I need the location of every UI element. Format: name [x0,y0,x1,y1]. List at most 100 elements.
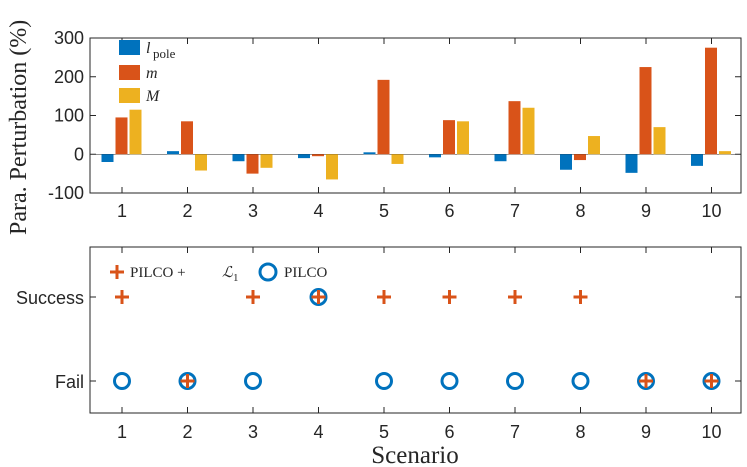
marker-pilco-scenario-9 [637,372,655,390]
bar-l-pole-scenario-7 [494,154,507,162]
marker-pilco-scenario-8 [571,372,590,390]
bottom-y-tick-label-fail: Fail [55,372,84,392]
bar-l-pole-scenario-9 [625,154,638,173]
bar-m-scenario-1 [115,117,128,155]
bar-m-scenario-6 [457,121,469,155]
marker-pilco-scenario-7 [506,372,524,390]
bottom-x-tick-label: 8 [575,422,585,442]
top-x-tick-label: 1 [117,201,127,221]
legend-swatch-l-pole [119,40,140,55]
marker-pilco-l1-scenario-5 [377,290,391,304]
legend-label-subscript: pole [153,46,176,61]
bar-l-pole-scenario-8 [560,154,572,170]
bar-m-scenario-9 [653,127,666,155]
bar-m-scenario-3 [246,154,259,174]
bar-m-scenario-9 [639,67,652,155]
bottom-x-ticks: 1 2 3 4 5 6 7 8 9 10 [117,247,722,442]
bottom-x-tick-label: 9 [641,422,651,442]
top-y-tick-label: 100 [54,106,84,126]
marker-pilco-scenario-5 [375,372,393,390]
top-y-tick-label: 200 [54,67,84,87]
bar-l-pole-scenario-5 [363,152,376,155]
bar-m-scenario-7 [522,107,535,155]
top-x-tick-label: 8 [575,201,585,221]
bottom-x-tick-label: 7 [510,422,520,442]
bottom-axes-frame [89,246,742,414]
top-y-ticks: -100 0 100 200 300 [48,28,741,203]
marker-pilco-scenario-1 [113,372,131,390]
legend-marker-pilco-l1 [110,265,124,279]
marker-pilco-scenario-2 [178,372,197,390]
bar-l-pole-scenario-6 [429,154,441,158]
bar-m-scenario-4 [326,154,338,180]
bar-m-scenario-5 [377,79,390,155]
marker-pilco-l1-scenario-9 [639,374,653,388]
marker-series-group [113,288,721,390]
bottom-x-axis-label: Scenario [371,442,458,467]
marker-pilco-l1-scenario-1 [115,290,129,304]
bottom-x-tick-label: 3 [248,422,258,442]
marker-pilco-scenario-10 [702,372,721,390]
bar-m-scenario-8 [574,154,586,161]
bar-m-scenario-2 [181,121,193,155]
bar-m-scenario-2 [195,154,207,171]
bar-m-scenario-4 [312,154,324,157]
marker-pilco-scenario-6 [440,372,459,390]
bar-m-scenario-3 [260,154,273,168]
marker-pilco-l1-scenario-7 [508,290,522,304]
top-x-tick-label: 3 [248,201,258,221]
top-y-tick-label: 300 [54,28,84,48]
marker-pilco-l1-scenario-4 [311,290,326,304]
bar-m-scenario-1 [129,109,142,155]
legend-label-subscript: 1 [233,272,239,284]
marker-pilco-scenario-4 [309,288,328,306]
bottom-x-tick-label: 4 [313,422,323,442]
top-x-tick-label: 4 [313,201,323,221]
bar-l-pole-scenario-1 [101,154,114,162]
bottom-x-tick-label: 2 [182,422,192,442]
legend-label-math-l: ℒ [222,265,234,281]
bar-m-scenario-6 [443,120,455,155]
top-x-tick-label: 2 [182,201,192,221]
bottom-y-ticks: Success Fail [16,288,741,392]
marker-pilco-l1-scenario-6 [442,290,457,304]
bar-m-scenario-10 [719,151,731,155]
bar-m-scenario-7 [508,101,521,155]
bottom-x-tick-label: 1 [117,422,127,442]
bottom-x-tick-label: 10 [701,422,721,442]
legend-label-m: m [146,65,158,82]
marker-pilco-l1-scenario-3 [246,290,260,304]
bottom-x-tick-label: 5 [379,422,389,442]
legend-marker-pilco [258,262,278,282]
legend-label-m: M [145,88,161,105]
bar-l-pole-scenario-2 [167,151,179,155]
marker-pilco-scenario-3 [244,372,262,390]
top-y-tick-label: -100 [48,183,84,203]
bottom-legend: PILCO + ℒ 1 PILCO [110,262,328,284]
marker-pilco-l1-scenario-2 [180,374,195,388]
bottom-y-tick-label-success: Success [16,288,84,308]
top-x-tick-label: 9 [641,201,651,221]
marker-pilco-l1-scenario-10 [704,374,719,388]
bar-l-pole-scenario-4 [298,154,310,159]
top-x-tick-label: 10 [701,201,721,221]
bottom-x-tick-label: 6 [444,422,454,442]
perturbation-bar-chart: Para. Perturbation (%) -100 0 100 200 300 1 2… [6,20,742,235]
bar-l-pole-scenario-3 [232,154,245,162]
top-x-tick-label: 5 [379,201,389,221]
legend-swatch-m [119,65,140,80]
top-legend: l pole mM [119,40,176,105]
bar-series-group [101,47,731,180]
legend-label-l-pole: l [146,40,151,57]
legend-label-pilco-l1: PILCO + [130,265,186,281]
top-y-tick-label: 0 [74,144,84,164]
bar-m-scenario-8 [588,136,600,155]
top-y-axis-label: Para. Perturbation (%) [6,20,32,235]
marker-pilco-l1-scenario-8 [573,290,588,304]
legend-label-pilco: PILCO [284,265,328,281]
bar-m-scenario-5 [391,154,404,164]
bar-l-pole-scenario-10 [691,154,703,166]
top-x-tick-label: 6 [444,201,454,221]
